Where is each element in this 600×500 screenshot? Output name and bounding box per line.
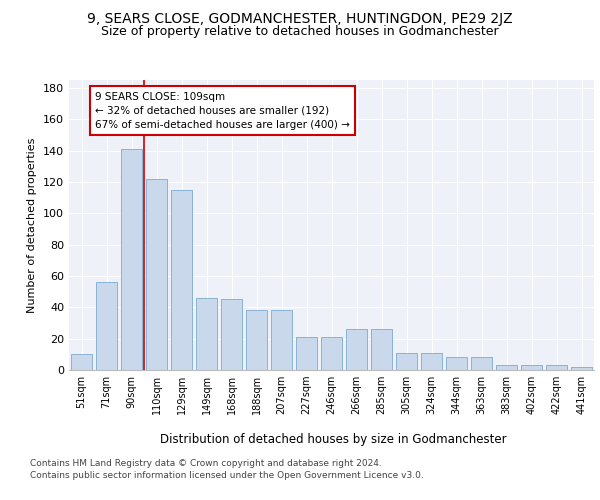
Bar xyxy=(121,149,142,370)
Bar xyxy=(546,366,567,370)
Bar xyxy=(146,179,167,370)
Bar xyxy=(346,329,367,370)
Bar xyxy=(171,190,192,370)
Bar xyxy=(196,298,217,370)
Text: Contains public sector information licensed under the Open Government Licence v3: Contains public sector information licen… xyxy=(30,471,424,480)
Bar xyxy=(71,354,92,370)
Y-axis label: Number of detached properties: Number of detached properties xyxy=(28,138,37,312)
Bar xyxy=(371,329,392,370)
Text: Contains HM Land Registry data © Crown copyright and database right 2024.: Contains HM Land Registry data © Crown c… xyxy=(30,458,382,468)
Bar xyxy=(421,353,442,370)
Bar xyxy=(246,310,267,370)
Bar xyxy=(296,337,317,370)
Text: Distribution of detached houses by size in Godmanchester: Distribution of detached houses by size … xyxy=(160,432,506,446)
Bar xyxy=(96,282,117,370)
Bar xyxy=(271,310,292,370)
Bar xyxy=(446,358,467,370)
Bar xyxy=(396,353,417,370)
Bar xyxy=(321,337,342,370)
Bar xyxy=(221,300,242,370)
Bar xyxy=(521,366,542,370)
Bar xyxy=(571,367,592,370)
Text: 9, SEARS CLOSE, GODMANCHESTER, HUNTINGDON, PE29 2JZ: 9, SEARS CLOSE, GODMANCHESTER, HUNTINGDO… xyxy=(87,12,513,26)
Text: 9 SEARS CLOSE: 109sqm
← 32% of detached houses are smaller (192)
67% of semi-det: 9 SEARS CLOSE: 109sqm ← 32% of detached … xyxy=(95,92,350,130)
Bar xyxy=(471,358,492,370)
Bar xyxy=(496,366,517,370)
Text: Size of property relative to detached houses in Godmanchester: Size of property relative to detached ho… xyxy=(101,25,499,38)
